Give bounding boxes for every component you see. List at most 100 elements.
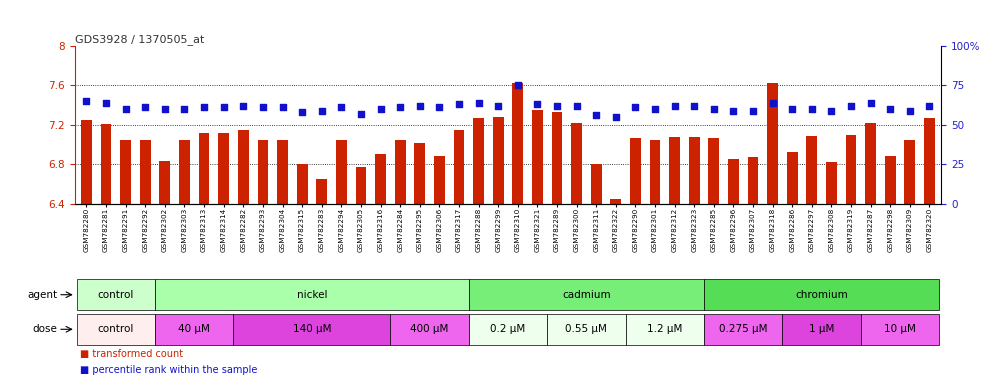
Bar <box>473 118 484 204</box>
Bar <box>336 139 347 204</box>
Text: 140 μM: 140 μM <box>293 324 331 334</box>
Point <box>745 108 761 114</box>
Text: dose: dose <box>32 324 57 334</box>
Bar <box>121 139 131 204</box>
Bar <box>218 132 229 204</box>
Point <box>470 100 486 106</box>
Text: GDS3928 / 1370505_at: GDS3928 / 1370505_at <box>75 34 204 45</box>
Point <box>706 106 722 112</box>
Bar <box>532 110 543 204</box>
Bar <box>571 123 582 204</box>
Bar <box>453 130 464 204</box>
Bar <box>469 279 704 310</box>
Bar <box>866 123 876 204</box>
Point <box>490 103 506 109</box>
Bar <box>787 152 798 204</box>
Bar <box>394 139 405 204</box>
Point <box>334 104 350 111</box>
Point <box>882 106 898 112</box>
Text: 400 μM: 400 μM <box>410 324 449 334</box>
Bar <box>317 179 327 204</box>
Bar <box>258 139 268 204</box>
Point <box>373 106 388 112</box>
Bar <box>783 314 861 345</box>
Point <box>118 106 133 112</box>
Point <box>451 101 467 108</box>
Bar <box>704 279 939 310</box>
Point <box>510 82 526 88</box>
Text: 1.2 μM: 1.2 μM <box>647 324 682 334</box>
Point <box>530 101 546 108</box>
Text: ■ percentile rank within the sample: ■ percentile rank within the sample <box>80 365 257 375</box>
Bar <box>826 162 837 204</box>
Bar <box>846 135 857 204</box>
Bar <box>748 157 758 204</box>
Point <box>255 104 271 111</box>
Bar <box>77 314 155 345</box>
Text: agent: agent <box>27 290 57 300</box>
Point <box>392 104 408 111</box>
Bar <box>77 279 155 310</box>
Bar <box>689 137 699 204</box>
Text: cadmium: cadmium <box>562 290 611 300</box>
Text: control: control <box>98 324 134 334</box>
Point <box>549 103 565 109</box>
Bar <box>512 83 523 204</box>
Text: 1 μM: 1 μM <box>809 324 835 334</box>
Point <box>843 103 859 109</box>
Point <box>137 104 153 111</box>
Point <box>196 104 212 111</box>
Bar <box>552 112 563 204</box>
Bar <box>493 117 504 204</box>
Text: control: control <box>98 290 134 300</box>
Bar <box>390 314 469 345</box>
Point <box>176 106 192 112</box>
Bar <box>238 130 249 204</box>
Text: 10 μM: 10 μM <box>884 324 916 334</box>
Point <box>784 106 800 112</box>
Point <box>216 104 232 111</box>
Bar <box>767 83 778 204</box>
Point <box>921 103 937 109</box>
Bar <box>924 118 935 204</box>
Point <box>666 103 682 109</box>
Bar <box>630 137 640 204</box>
Bar <box>904 139 915 204</box>
Bar <box>591 164 602 204</box>
Bar <box>704 314 783 345</box>
Point <box>627 104 643 111</box>
Bar <box>414 142 425 204</box>
Bar <box>155 314 233 345</box>
Bar <box>198 132 209 204</box>
Bar <box>669 137 680 204</box>
Bar <box>611 199 622 204</box>
Bar <box>356 167 367 204</box>
Point <box>353 111 369 117</box>
Point <box>431 104 447 111</box>
Bar <box>649 139 660 204</box>
Bar <box>625 314 704 345</box>
Point <box>569 103 585 109</box>
Bar <box>101 124 112 204</box>
Bar <box>155 279 469 310</box>
Text: 0.55 μM: 0.55 μM <box>566 324 608 334</box>
Text: nickel: nickel <box>297 290 327 300</box>
Bar <box>179 139 190 204</box>
Bar <box>434 156 445 204</box>
Bar <box>233 314 390 345</box>
Bar <box>81 120 92 204</box>
Point <box>411 103 427 109</box>
Bar <box>728 159 739 204</box>
Point <box>902 108 918 114</box>
Point <box>79 98 95 104</box>
Bar <box>708 137 719 204</box>
Bar <box>277 139 288 204</box>
Point <box>725 108 741 114</box>
Text: ■ transformed count: ■ transformed count <box>80 349 183 359</box>
Bar <box>861 314 939 345</box>
Bar <box>375 154 385 204</box>
Bar <box>139 139 150 204</box>
Point <box>157 106 173 112</box>
Point <box>608 114 623 120</box>
Point <box>98 100 114 106</box>
